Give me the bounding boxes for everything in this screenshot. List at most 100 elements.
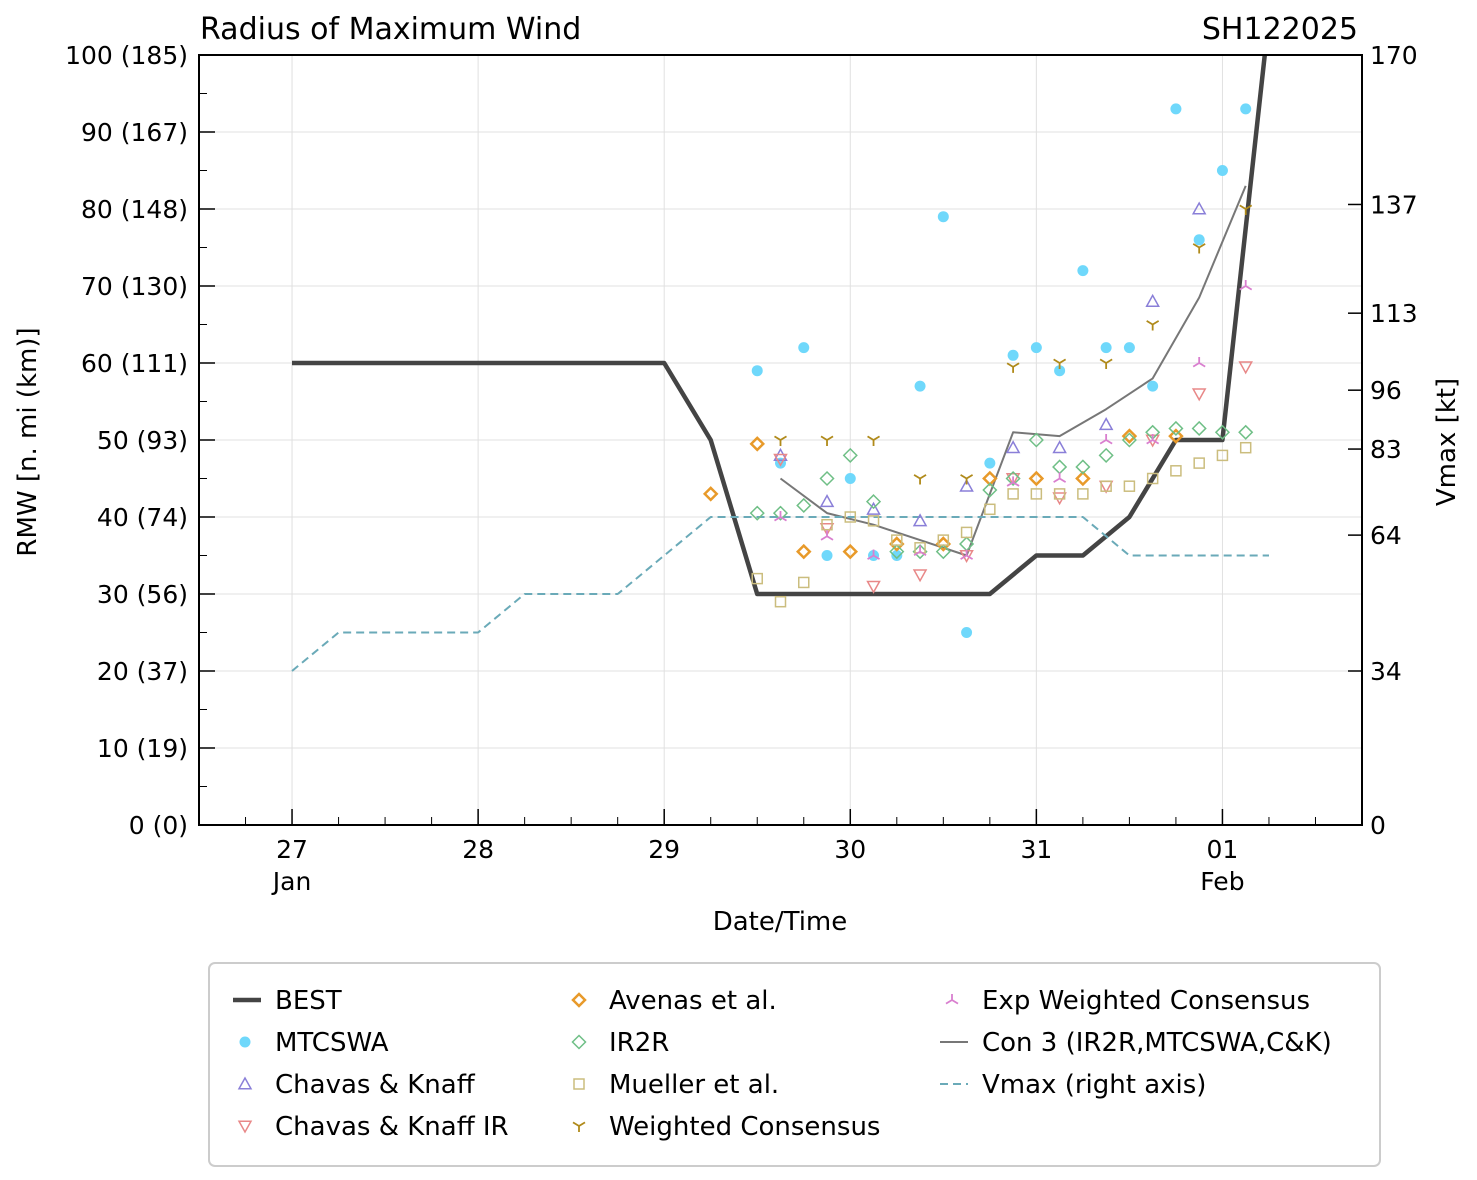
marker-chavas-knaff-ir	[1191, 388, 1207, 402]
marker-exp-weighted-consensus	[1053, 472, 1067, 483]
legend-label-mueller-et-al: Mueller et al.	[609, 1070, 779, 1100]
right-axis: 0 34 64 83 96 113 137 170	[1348, 41, 1418, 840]
right-tick-label: 83	[1370, 435, 1402, 464]
marker-mtcswa	[798, 342, 810, 354]
x-tick-label: 01	[1207, 835, 1239, 864]
marker-mtcswa	[844, 473, 856, 484]
y-tick-label: 10 (19)	[97, 734, 188, 763]
marker-weighted-consensus	[913, 474, 927, 485]
marker-chavas-knaff	[1191, 201, 1207, 215]
marker-ir2r	[1075, 459, 1091, 475]
x-axis-label: Date/Time	[713, 907, 848, 937]
x-tick-label: 31	[1020, 835, 1052, 864]
chart-title: Radius of Maximum Wind	[200, 12, 581, 47]
marker-exp-weighted-consensus	[1239, 280, 1253, 291]
x-tick-sublabel: Jan	[271, 867, 312, 896]
marker-mtcswa	[937, 211, 949, 223]
marker-chavas-knaff-ir	[1005, 472, 1021, 487]
right-tick-label: 64	[1370, 521, 1402, 550]
marker-exp-weighted-consensus	[774, 511, 787, 522]
marker-ir2r	[1098, 447, 1114, 463]
marker-weighted-consensus	[1099, 358, 1113, 369]
y-tick-label: 100 (185)	[65, 41, 188, 70]
y-tick-label: 40 (74)	[97, 503, 188, 532]
x-tick-sublabel: Feb	[1200, 867, 1244, 896]
marker-ir2r	[1121, 432, 1137, 448]
legend-swatch-ir2r	[571, 1034, 587, 1050]
y-tick-label: 70 (130)	[81, 272, 188, 301]
marker-weighted-consensus	[1192, 243, 1206, 254]
marker-chavas-knaff-ir	[773, 453, 788, 467]
y-tick-label: 50 (93)	[97, 426, 188, 455]
marker-ir2r	[1238, 424, 1254, 440]
marker-weighted-consensus	[1006, 362, 1020, 373]
y-axis-label: RMW [n. mi (km)]	[13, 327, 43, 556]
marker-mueller-et-al	[914, 542, 926, 554]
marker-ir2r	[749, 505, 765, 521]
marker-mtcswa	[1147, 380, 1159, 392]
right-axis-label: Vmax [kt]	[1432, 378, 1462, 506]
marker-weighted-consensus	[774, 435, 787, 446]
marker-mtcswa	[1193, 234, 1205, 246]
marker-exp-weighted-consensus	[960, 549, 974, 560]
marker-mtcswa	[821, 550, 833, 561]
marker-chavas-knaff	[1052, 440, 1067, 454]
marker-ir2r	[1214, 424, 1231, 440]
marker-ir2r	[1191, 420, 1207, 437]
legend-swatch-chavas-knaff	[237, 1076, 253, 1090]
legend-swatch-weighted-consensus	[572, 1121, 586, 1132]
marker-mueller-et-al	[751, 572, 763, 585]
legend-label-mtcswa: MTCSWA	[275, 1028, 389, 1058]
marker-ir2r	[865, 494, 882, 510]
marker-mueller-et-al	[1053, 488, 1066, 500]
plot-lines	[291, 55, 1269, 672]
marker-mtcswa	[1007, 349, 1019, 361]
marker-mueller-et-al	[1007, 488, 1019, 500]
marker-mueller-et-al	[1146, 472, 1159, 485]
marker-avenas-et-al	[1075, 470, 1091, 487]
marker-mtcswa	[961, 627, 973, 638]
marker-avenas-et-al	[1121, 428, 1138, 444]
marker-weighted-consensus	[960, 474, 974, 485]
plot-markers	[702, 103, 1254, 638]
legend-label-vmax-right-axis: Vmax (right axis)	[982, 1070, 1206, 1100]
marker-mtcswa	[1170, 103, 1182, 115]
right-tick-label: 0	[1370, 811, 1386, 840]
marker-chavas-knaff	[819, 494, 835, 508]
marker-mtcswa	[1054, 365, 1066, 377]
marker-chavas-knaff-ir	[912, 569, 928, 583]
marker-mueller-et-al	[867, 515, 880, 527]
marker-mtcswa	[1216, 165, 1228, 176]
legend-swatch-exp-weighted-consensus	[945, 994, 959, 1005]
legend-swatch-mueller-et-al	[573, 1078, 585, 1090]
y-tick-label: 30 (56)	[97, 580, 188, 609]
marker-mueller-et-al	[1100, 480, 1112, 492]
marker-mueller-et-al	[1123, 480, 1136, 492]
marker-ir2r	[772, 505, 789, 521]
marker-ir2r	[982, 482, 998, 498]
marker-mueller-et-al	[960, 526, 973, 539]
marker-mtcswa	[1077, 265, 1089, 277]
right-tick-label: 137	[1370, 190, 1418, 219]
marker-exp-weighted-consensus	[867, 549, 881, 560]
y-tick-label: 60 (111)	[81, 349, 188, 378]
y-tick-label: 20 (37)	[97, 657, 188, 686]
legend-swatch-avenas-et-al	[571, 992, 587, 1008]
marker-mtcswa	[751, 365, 763, 377]
right-tick-label: 170	[1370, 41, 1418, 70]
marker-ir2r	[935, 544, 951, 560]
marker-weighted-consensus	[820, 435, 834, 446]
marker-chavas-knaff	[1005, 440, 1021, 454]
marker-ir2r	[842, 447, 858, 463]
legend-label-avenas-et-al: Avenas et al.	[609, 986, 777, 1016]
marker-mtcswa	[891, 550, 903, 561]
left-axis: 0 (0) 10 (19) 20 (37) 30 (56) 40 (74) 50 (93)…	[65, 41, 215, 840]
marker-exp-weighted-consensus	[820, 530, 834, 541]
series-line-con-3-ir2r-mtcswa-c-k	[779, 185, 1247, 557]
marker-avenas-et-al	[842, 543, 859, 560]
marker-ir2r	[796, 497, 812, 514]
legend-box	[208, 962, 1381, 1167]
marker-exp-weighted-consensus	[1099, 434, 1113, 445]
marker-mueller-et-al	[1030, 488, 1043, 500]
